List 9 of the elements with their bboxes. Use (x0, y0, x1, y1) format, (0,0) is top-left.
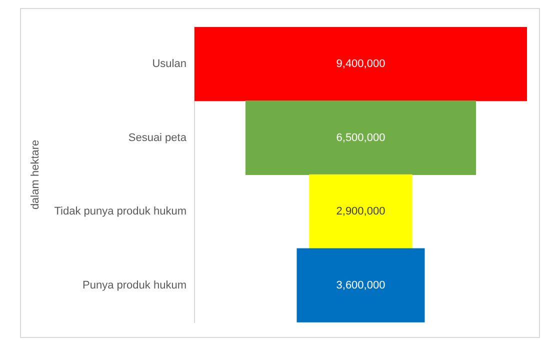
data-label: 2,900,000 (336, 206, 386, 218)
category-label: Sesuai peta (128, 132, 188, 144)
category-label: Usulan (152, 58, 186, 70)
data-label: 9,400,000 (336, 58, 386, 70)
text: dalam hektare (30, 140, 42, 210)
data-label: 6,500,000 (336, 132, 386, 144)
category-label: Punya produk hukum (82, 280, 186, 292)
category-label: Tidak punya produk hukum (54, 206, 186, 218)
data-label: 3,600,000 (336, 280, 386, 292)
